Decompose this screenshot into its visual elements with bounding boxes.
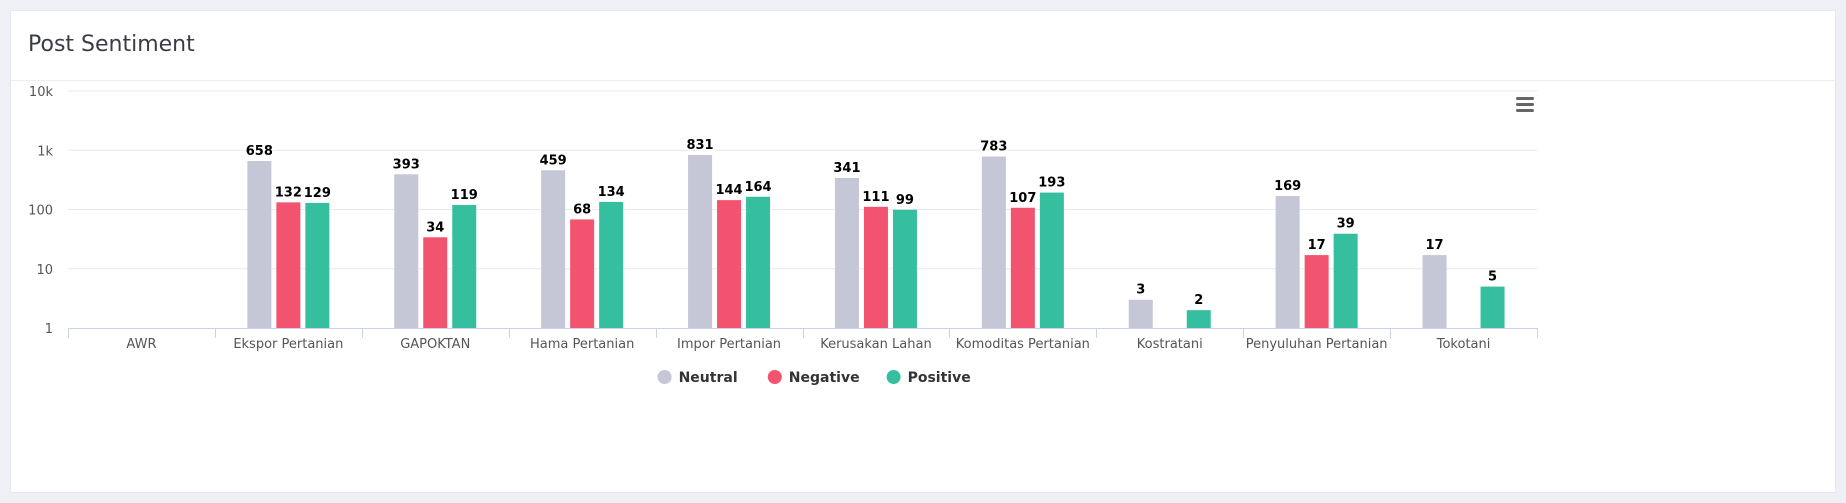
bar-positive[interactable]	[746, 196, 771, 328]
data-label: 393	[393, 157, 420, 172]
data-label: 111	[862, 190, 889, 205]
bar-neutral[interactable]	[1422, 255, 1447, 328]
card-title: Post Sentiment	[28, 32, 195, 57]
bar-neutral[interactable]	[247, 161, 272, 328]
data-label: 39	[1337, 217, 1355, 232]
data-label: 5	[1488, 270, 1497, 285]
y-tick-label: 10k	[29, 85, 54, 100]
bar-negative[interactable]	[276, 202, 301, 328]
x-tick-label: Ekspor Pertanian	[233, 337, 343, 352]
x-tick-label: Kostratani	[1137, 337, 1203, 352]
bar-positive[interactable]	[452, 205, 477, 328]
data-label: 658	[246, 144, 273, 159]
bar-negative[interactable]	[1010, 207, 1035, 328]
data-label: 3	[1136, 283, 1145, 298]
bar-neutral[interactable]	[1128, 299, 1153, 328]
bar-neutral[interactable]	[1275, 195, 1300, 328]
menu-line	[1516, 109, 1534, 112]
bar-negative[interactable]	[570, 219, 595, 328]
legend-label-positive[interactable]: Positive	[908, 370, 971, 386]
data-label: 129	[304, 186, 331, 201]
data-label: 341	[833, 161, 860, 176]
menu-line	[1516, 97, 1534, 100]
bar-negative[interactable]	[863, 206, 888, 328]
bar-positive[interactable]	[1480, 286, 1505, 328]
data-label: 68	[573, 202, 591, 217]
bar-positive[interactable]	[1039, 192, 1064, 328]
data-label: 132	[275, 185, 302, 200]
bar-neutral[interactable]	[541, 170, 566, 328]
post-sentiment-card: Post Sentiment 1 10 100 1k 10k AWR Ekspor Pert…	[10, 10, 1836, 493]
x-tick-label: Hama Pertanian	[530, 337, 634, 352]
legend-marker-positive[interactable]	[886, 370, 901, 384]
bar-negative[interactable]	[1304, 255, 1329, 328]
bar-neutral[interactable]	[834, 177, 859, 328]
card-header: Post Sentiment	[11, 11, 1835, 81]
y-tick-label: 10	[36, 263, 53, 278]
data-label: 459	[540, 153, 567, 168]
x-tick-label: Tokotani	[1436, 337, 1491, 352]
x-tick-label: GAPOKTAN	[400, 337, 470, 352]
bar-neutral[interactable]	[394, 174, 419, 328]
bar-positive[interactable]	[305, 202, 330, 328]
data-label: 107	[1009, 191, 1036, 206]
data-label: 169	[1274, 179, 1301, 194]
hamburger-menu-icon[interactable]	[1516, 97, 1534, 112]
x-tick-label: Penyuluhan Pertanian	[1246, 337, 1388, 352]
legend-label-neutral[interactable]: Neutral	[679, 370, 738, 386]
legend-marker-negative[interactable]	[767, 370, 782, 384]
bar-negative[interactable]	[423, 237, 448, 328]
bar-positive[interactable]	[892, 209, 917, 328]
sentiment-bar-chart: 1 10 100 1k 10k AWR Ekspor Pertanian GAPOKTAN Ha…	[28, 85, 1538, 386]
data-label: 99	[896, 193, 914, 208]
data-label: 144	[715, 183, 742, 198]
legend-label-negative[interactable]: Negative	[789, 370, 860, 386]
menu-line	[1516, 103, 1534, 106]
y-tick-label: 1	[45, 322, 53, 337]
data-label: 783	[980, 140, 1007, 155]
data-label: 119	[451, 188, 478, 203]
x-tick-label: Kerusakan Lahan	[820, 337, 932, 352]
x-tick-label: Impor Pertanian	[677, 337, 781, 352]
bar-positive[interactable]	[1333, 233, 1358, 328]
y-tick-label: 100	[28, 204, 53, 219]
legend-marker-neutral[interactable]	[657, 370, 672, 384]
bar-positive[interactable]	[599, 201, 624, 328]
y-tick-label: 1k	[37, 144, 53, 159]
data-label: 34	[426, 220, 444, 235]
data-label: 17	[1308, 238, 1326, 253]
bar-neutral[interactable]	[981, 156, 1006, 328]
x-tick-label: Komoditas Pertanian	[956, 337, 1090, 352]
data-label: 831	[686, 138, 713, 153]
bar-positive[interactable]	[1186, 310, 1211, 328]
data-label: 17	[1426, 238, 1444, 253]
x-tick-label: AWR	[126, 337, 156, 352]
data-label: 193	[1038, 176, 1065, 191]
bar-negative[interactable]	[717, 200, 742, 328]
bar-neutral[interactable]	[688, 155, 713, 328]
data-label: 2	[1194, 293, 1203, 308]
data-label: 134	[598, 185, 625, 200]
data-label: 164	[744, 180, 771, 195]
